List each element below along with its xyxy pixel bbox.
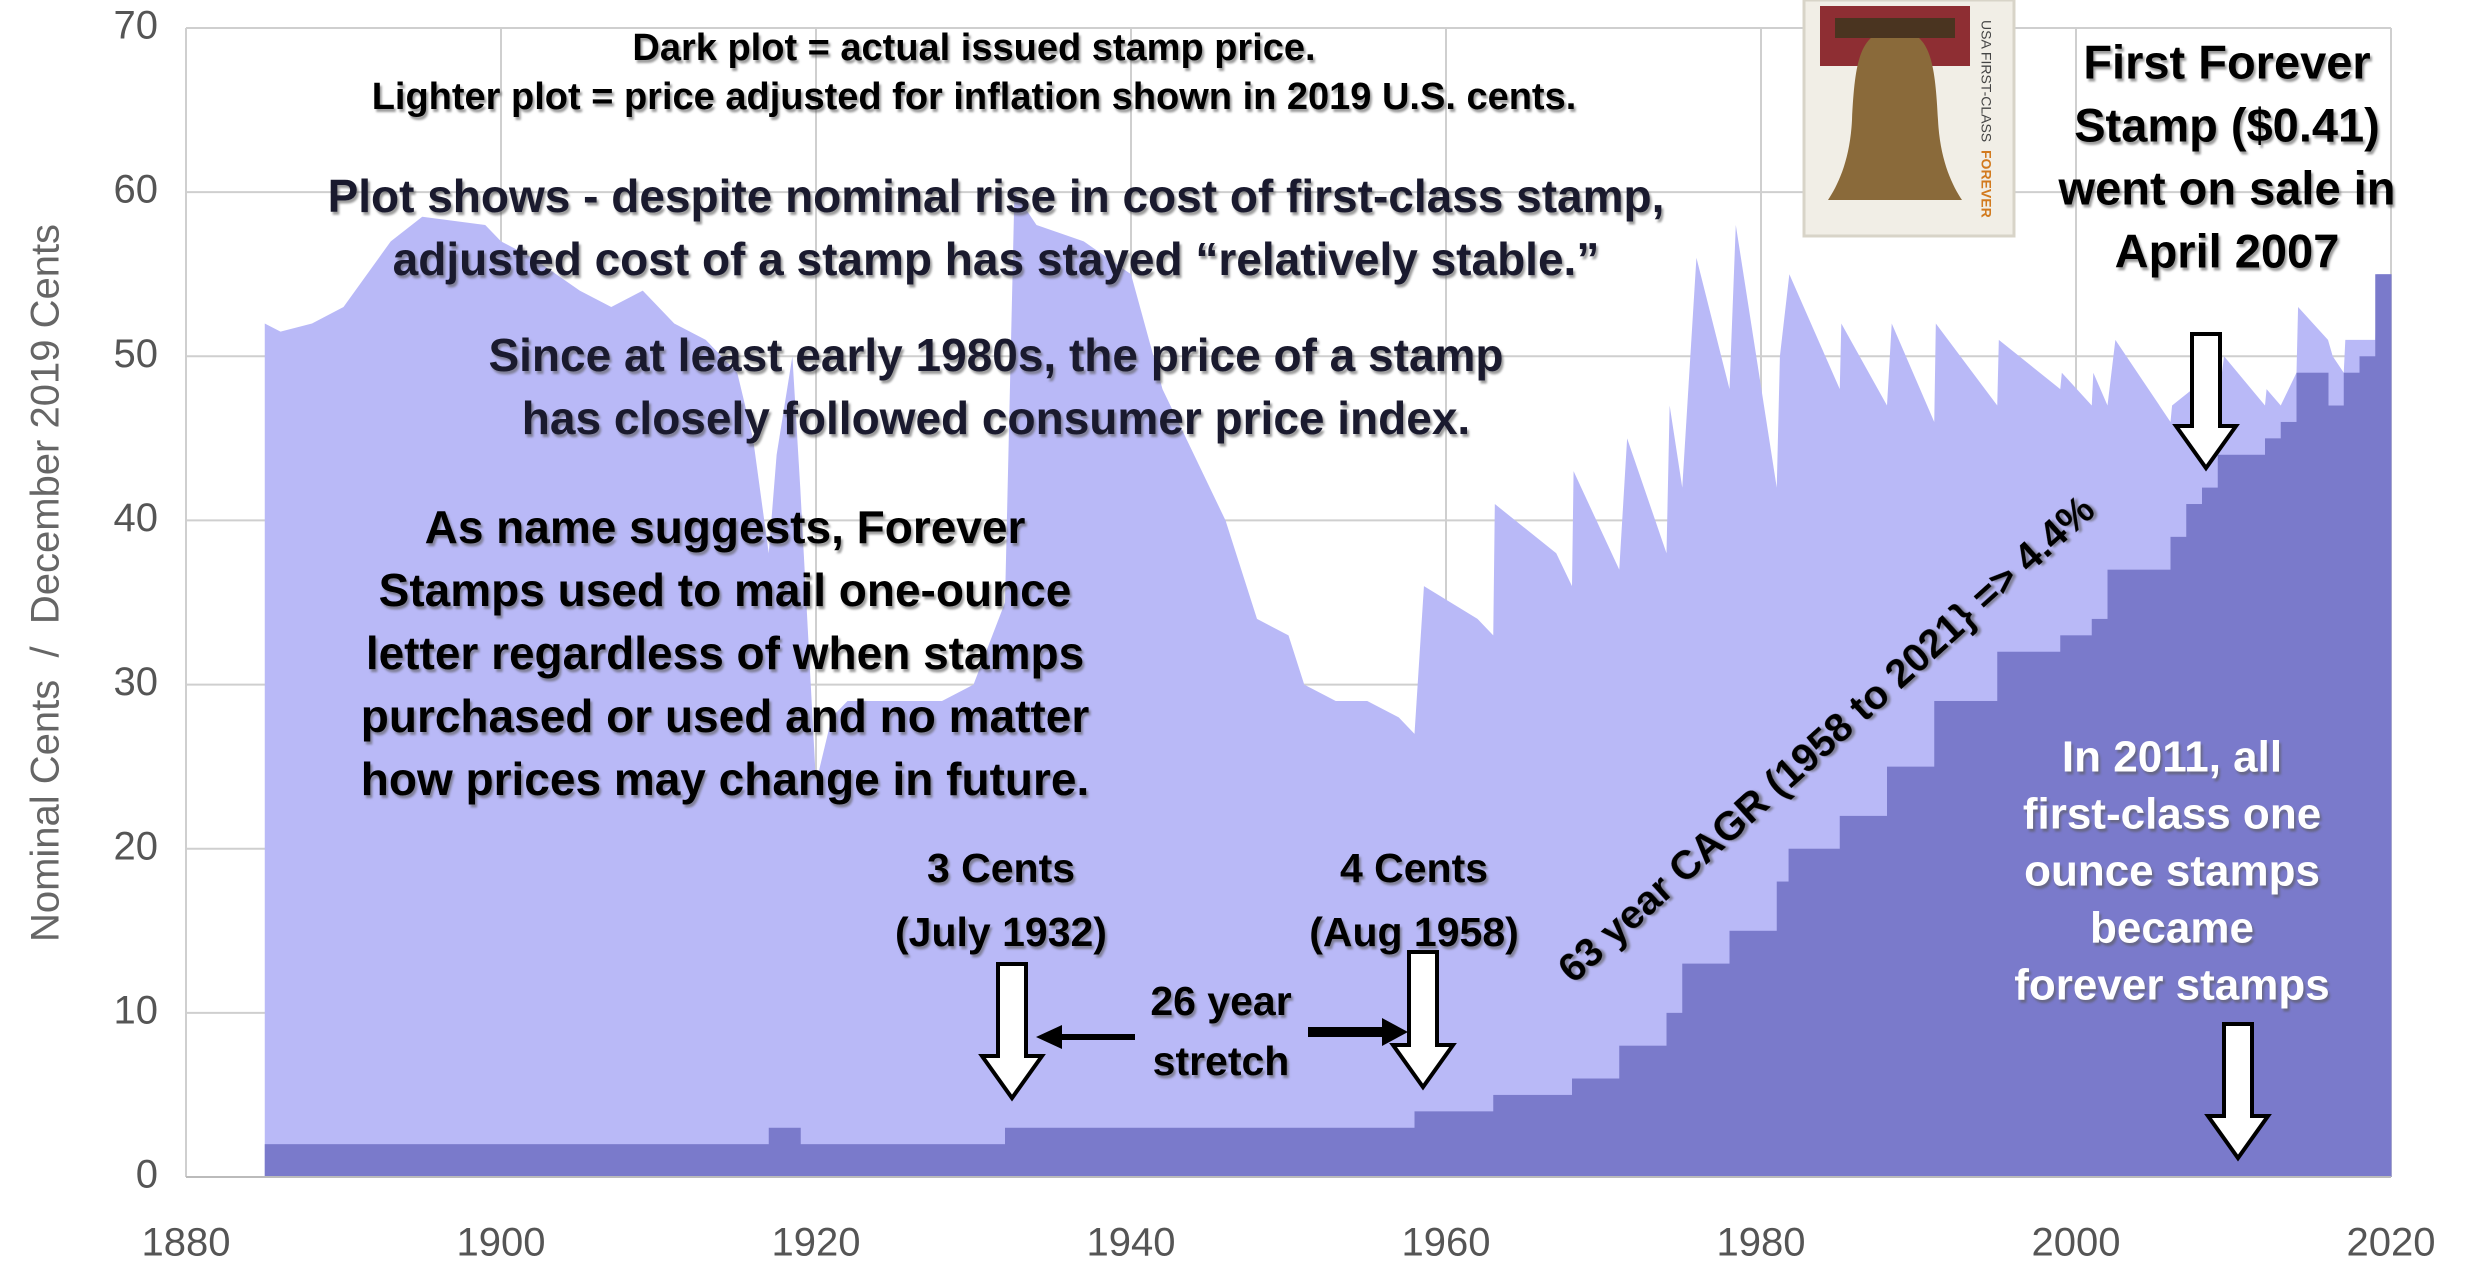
step-bar [2297, 373, 2329, 1177]
annotation: 4 Cents [1340, 845, 1488, 891]
annotation: Plot shows - despite nominal rise in cos… [328, 170, 1665, 222]
bell-yoke [1835, 18, 1955, 38]
annotation: has closely followed consumer price inde… [522, 392, 1470, 444]
step-bar [1840, 816, 1888, 1177]
page: 0 10 20 30 40 50 60 70 1880 1900 1920 1940 1960 1980 2… [0, 0, 2471, 1269]
step-bar [1997, 652, 2061, 1177]
step-bar [1887, 767, 1935, 1177]
y-tick-label: 0 [136, 1153, 158, 1197]
y-tick-label: 20 [114, 824, 159, 868]
annotation: how prices may change in future. [361, 753, 1090, 805]
step-bar [2360, 356, 2376, 1177]
stamp-text: FOREVER [1978, 150, 1994, 218]
annotation: Lighter plot = price adjusted for inflat… [372, 76, 1577, 118]
annotation: became [2090, 904, 2254, 953]
annotation: (Aug 1958) [1309, 909, 1519, 955]
stamp-text: USA FIRST-CLASS [1978, 20, 1994, 142]
x-tick-label: 1900 [457, 1221, 546, 1265]
x-tick-label: 1980 [1717, 1221, 1806, 1265]
y-axis-label: Nominal Cents / December 2019 Cents [24, 224, 68, 942]
step-bar [1777, 882, 1789, 1177]
x-tick-label: 1960 [1402, 1221, 1491, 1265]
annotation: adjusted cost of a stamp has stayed “rel… [393, 233, 1600, 285]
step-bar [2092, 619, 2108, 1177]
y-tick-label: 60 [114, 168, 159, 212]
step-bar [1934, 701, 1998, 1177]
step-bar [2186, 504, 2202, 1177]
annotation: letter regardless of when stamps [366, 627, 1084, 679]
step-bar [2344, 373, 2360, 1177]
annotation: Stamp ($0.41) [2074, 98, 2380, 151]
y-tick-label: 40 [114, 496, 159, 540]
annotation: went on sale in [2058, 161, 2396, 214]
annotation: April 2007 [2115, 224, 2340, 277]
step-bar [2328, 406, 2344, 1177]
step-bar [2060, 635, 2092, 1177]
step-bar [769, 1128, 801, 1177]
chart: 0 10 20 30 40 50 60 70 1880 1900 1920 1940 1960 1980 2… [0, 0, 2471, 1269]
step-bar [1730, 931, 1778, 1177]
step-bar [1005, 1128, 1415, 1177]
y-tick-label: 70 [114, 4, 159, 48]
annotation: (July 1932) [895, 909, 1107, 955]
step-bar [1415, 1111, 1494, 1177]
step-bar [1682, 964, 1730, 1177]
x-tick-label: 2000 [2032, 1221, 2121, 1265]
step-bar [1667, 1013, 1683, 1177]
annotation: 26 year [1150, 978, 1291, 1024]
x-tick-label: 1920 [772, 1221, 861, 1265]
annotation: Since at least early 1980s, the price of… [488, 329, 1503, 381]
step-bar [1572, 1079, 1620, 1177]
annotation: ounce stamps [2024, 847, 2320, 896]
step-bar [800, 1144, 1005, 1177]
annotation: First Forever [2083, 35, 2370, 88]
annotation: stretch [1153, 1038, 1290, 1084]
x-tick-label: 1880 [142, 1221, 231, 1265]
annotation: purchased or used and no matter [361, 690, 1090, 742]
x-tick-label: 2020 [2347, 1221, 2436, 1265]
annotation: first-class one [2023, 790, 2321, 839]
annotation: In 2011, all [2062, 733, 2282, 782]
annotation: Dark plot = actual issued stamp price. [632, 27, 1315, 69]
y-tick-label: 50 [114, 332, 159, 376]
annotation: As name suggests, Forever [425, 501, 1026, 553]
step-bar [1789, 849, 1841, 1177]
x-tick-label: 1940 [1087, 1221, 1176, 1265]
step-bar [265, 1144, 770, 1177]
annotation: Stamps used to mail one-ounce [379, 564, 1072, 616]
step-bar [2375, 274, 2391, 1177]
y-tick-label: 30 [114, 660, 159, 704]
annotation: 3 Cents [927, 845, 1075, 891]
step-bar [1493, 1095, 1572, 1177]
step-bar [1619, 1046, 1667, 1177]
annotation: forever stamps [2014, 961, 2329, 1010]
stamp-image: USA FIRST-CLASS FOREVER [1804, 0, 2014, 236]
y-tick-label: 10 [114, 988, 159, 1032]
